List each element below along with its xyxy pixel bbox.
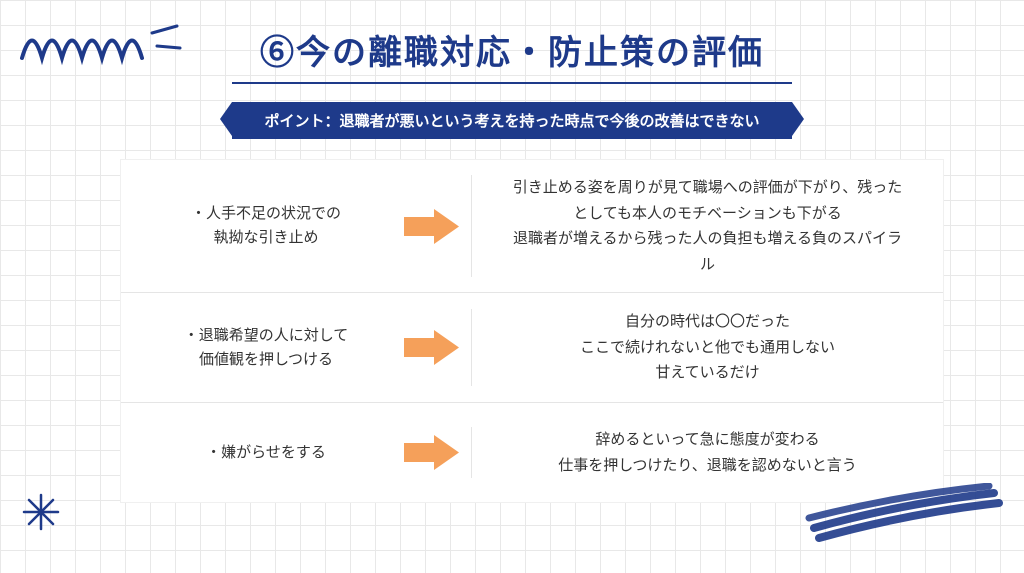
row-right-text: 引き止める姿を周りが見て職場への評価が下がり、残ったとしても本人のモチベーション…	[471, 175, 923, 277]
arrow-icon	[391, 209, 471, 244]
table-row: ・退職希望の人に対して価値観を押しつける 自分の時代は〇〇だったここで続けれない…	[121, 292, 943, 402]
row-right-text: 自分の時代は〇〇だったここで続けれないと他でも通用しない甘えているだけ	[471, 309, 923, 386]
arrow-icon	[391, 330, 471, 365]
table-row: ・人手不足の状況での執拗な引き止め 引き止める姿を周りが見て職場への評価が下がり…	[121, 160, 943, 292]
row-left-text: ・嫌がらせをする	[141, 441, 391, 465]
point-banner: ポイント：退職者が悪いという考えを持った時点で今後の改善はできない	[232, 102, 792, 139]
arrow-icon	[391, 435, 471, 470]
title-underline	[232, 82, 792, 84]
brush-decoration	[804, 483, 1004, 548]
squiggle-decoration	[12, 18, 182, 78]
content-table: ・人手不足の状況での執拗な引き止め 引き止める姿を周りが見て職場への評価が下がり…	[120, 159, 944, 503]
row-left-text: ・退職希望の人に対して価値観を押しつける	[141, 324, 391, 372]
asterisk-decoration	[20, 491, 62, 543]
row-right-text: 辞めるといって急に態度が変わる仕事を押しつけたり、退職を認めないと言う	[471, 427, 923, 478]
row-left-text: ・人手不足の状況での執拗な引き止め	[141, 202, 391, 250]
